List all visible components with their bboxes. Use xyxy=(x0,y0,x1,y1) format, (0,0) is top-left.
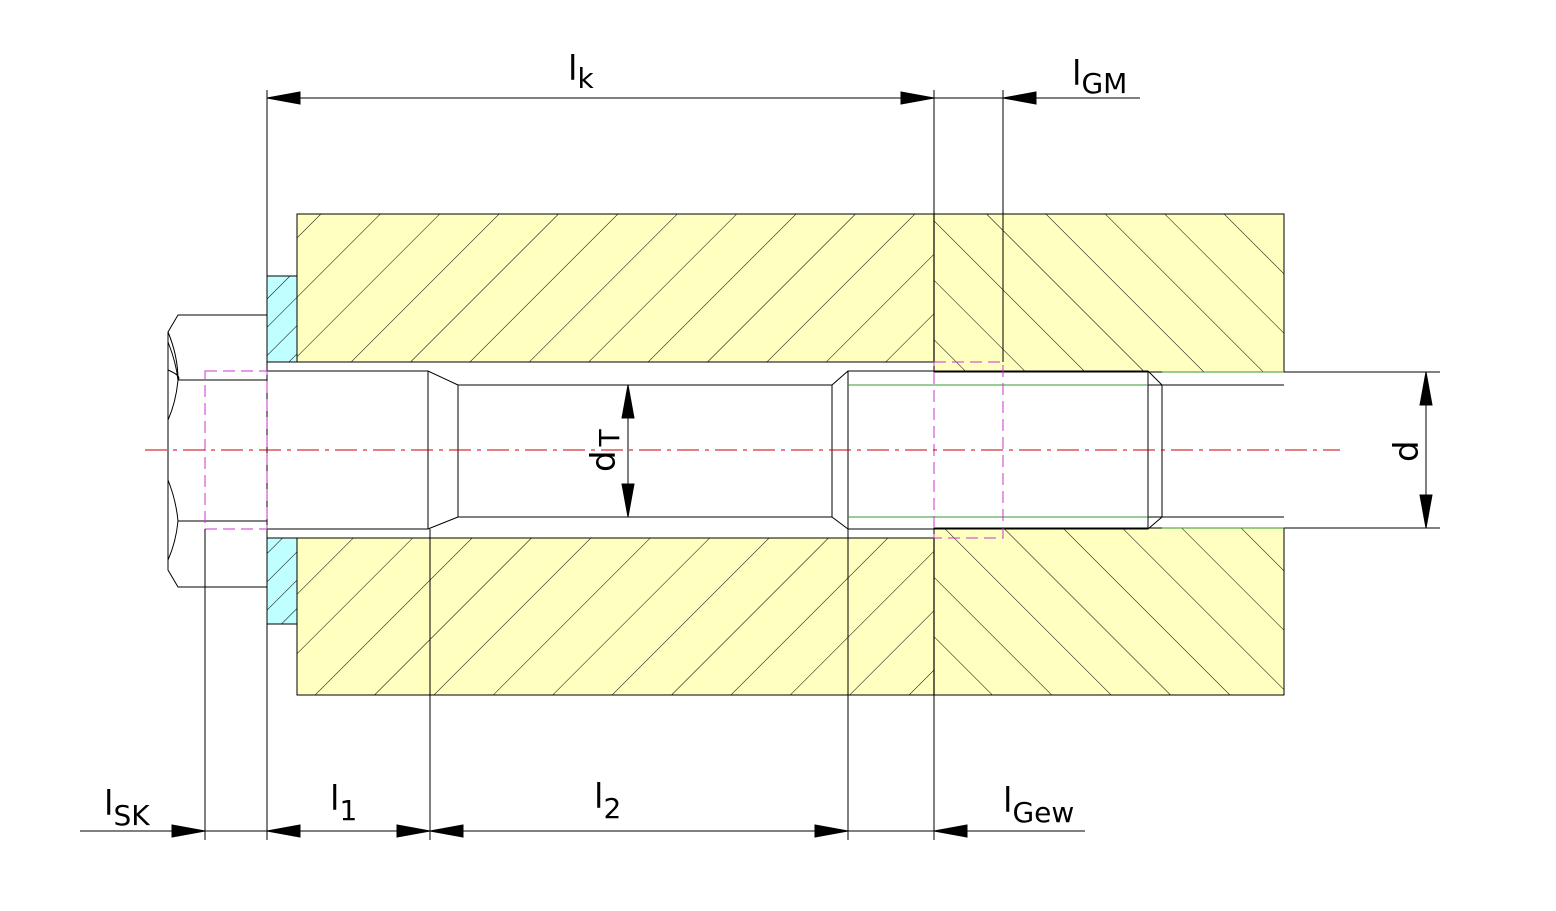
threaded-base-part xyxy=(933,213,1285,696)
bolt-head xyxy=(167,314,268,588)
thread-lines xyxy=(848,371,1284,529)
label-l2: l2 xyxy=(594,777,621,825)
label-lgm: lGM xyxy=(1072,54,1127,100)
extension-lines xyxy=(204,90,1440,840)
bolt-shank xyxy=(267,370,1163,530)
dimension-lines xyxy=(80,91,1433,838)
label-l1: l1 xyxy=(330,779,357,827)
label-dt: dT xyxy=(584,428,626,472)
label-lk: lk xyxy=(568,49,594,95)
label-lgew: lGew xyxy=(1003,781,1074,829)
clamped-plate xyxy=(296,213,935,696)
label-d: d xyxy=(1387,440,1427,462)
washer xyxy=(266,275,298,625)
label-lsk: lSK xyxy=(104,784,150,832)
